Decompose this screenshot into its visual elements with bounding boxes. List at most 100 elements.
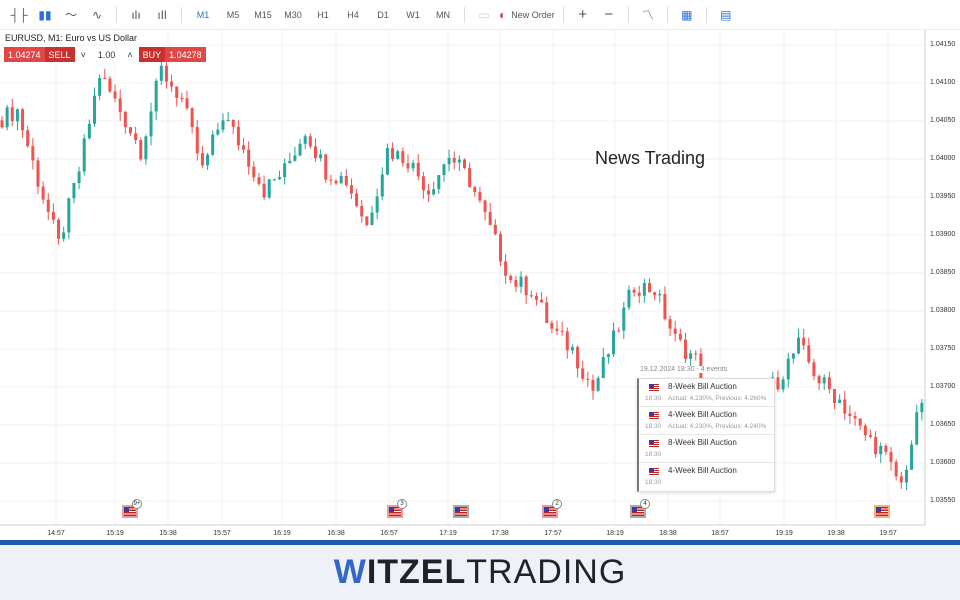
buy-button[interactable]: BUY <box>138 47 166 62</box>
candle-body <box>442 164 446 176</box>
price-tick-label: 1.03900 <box>930 231 956 238</box>
zoom-in-icon[interactable]: + <box>578 6 588 23</box>
candle-body <box>468 168 472 188</box>
candle-body <box>874 436 878 455</box>
event-marker[interactable]: 4 <box>630 499 650 518</box>
event-marker[interactable]: 3 <box>387 499 407 518</box>
screenshot-icon[interactable]: ▭ <box>478 7 490 22</box>
candle-body <box>391 148 395 159</box>
candle-body <box>560 330 564 332</box>
candle-body <box>540 299 544 303</box>
candle-body <box>678 333 682 340</box>
news-trading-annotation: News Trading <box>595 148 706 168</box>
bar-chart-icon[interactable]: ┤├ <box>10 7 28 22</box>
timeframe-m5[interactable]: M5 <box>226 9 240 20</box>
us-flag-icon <box>649 384 659 391</box>
timeframe-m1[interactable]: M1 <box>196 9 210 20</box>
timeframe-h4[interactable]: H4 <box>347 9 359 20</box>
timeframe-mn[interactable]: MN <box>436 9 450 20</box>
symbol-title: EURUSD, M1: Euro vs US Dollar <box>5 33 138 43</box>
candle-body <box>529 295 533 297</box>
ask-price[interactable]: 1.04278 <box>165 47 206 62</box>
candle-body <box>622 307 626 331</box>
price-tick-label: 1.03550 <box>930 497 956 504</box>
candle-body <box>627 289 631 308</box>
event-marker[interactable]: 9+ <box>122 499 142 518</box>
candle-body <box>447 157 451 165</box>
candle-body <box>586 378 590 380</box>
volume-value[interactable]: 1.00 <box>97 49 116 60</box>
timeframe-m30[interactable]: M30 <box>284 9 302 20</box>
bid-price[interactable]: 1.04274 <box>4 47 45 62</box>
time-tick-label: 19:19 <box>775 530 793 537</box>
candle-body <box>498 234 502 262</box>
candle-body <box>134 133 138 141</box>
time-tick-label: 14:57 <box>47 530 65 537</box>
candle-body <box>411 162 415 169</box>
toolbar: ┤├ ▮▮ 〜 ∿ ılı ıIl M1 M5 M15 M30 H1 H4 D1 W1 MN ▭… <box>0 0 960 30</box>
footer: W ITZEL TRADING <box>0 545 960 600</box>
candle-body <box>473 187 477 193</box>
event-count-badge: 9+ <box>132 499 142 509</box>
candle-body <box>637 292 641 296</box>
time-tick-label: 17:19 <box>439 530 457 537</box>
candle-body <box>283 163 287 178</box>
candle-body <box>868 435 872 437</box>
candle-body <box>791 353 795 359</box>
decrease-icon[interactable]: ˅ <box>80 49 86 60</box>
candle-body <box>365 216 369 225</box>
area-chart-icon[interactable]: ∿ <box>91 7 103 22</box>
candle-body <box>375 196 379 213</box>
candle-body <box>606 354 610 358</box>
new-order-button[interactable]: ◐ New Order <box>499 4 555 26</box>
zoom-out-icon[interactable]: − <box>604 6 614 23</box>
event-marker[interactable]: 2 <box>542 499 562 518</box>
event-count-badge: 2 <box>552 499 562 509</box>
candle-body <box>663 294 667 320</box>
event-item[interactable]: 8-Week Bill Auction 18:30 <box>639 435 774 463</box>
candle-body <box>118 98 122 112</box>
time-tick-label: 18:38 <box>659 530 677 537</box>
timeframe-m15[interactable]: M15 <box>254 9 272 20</box>
time-tick-label: 16:57 <box>380 530 398 537</box>
increase-icon[interactable]: ˄ <box>127 49 133 60</box>
divider <box>627 6 629 23</box>
candle-body <box>581 368 585 379</box>
candle-body <box>894 461 898 477</box>
candle-body <box>272 179 276 181</box>
candle-body <box>396 151 400 159</box>
news-icon[interactable]: ▤ <box>720 7 732 22</box>
event-marker[interactable] <box>453 505 469 518</box>
candle-body <box>601 357 605 379</box>
candle-body <box>642 283 646 296</box>
candle-body <box>817 376 821 384</box>
candle-body <box>308 136 312 147</box>
candle-body <box>915 412 919 445</box>
event-item[interactable]: 4-Week Bill Auction 18:30 <box>639 463 774 491</box>
calendar-icon[interactable]: ▦ <box>681 7 693 22</box>
candle-body <box>344 175 348 186</box>
event-item[interactable]: 8-Week Bill Auction 18:30 Actual: 4.230%, … <box>639 379 774 407</box>
indicator-icon[interactable]: ıIl <box>157 7 167 22</box>
sell-button[interactable]: SELL <box>44 47 75 62</box>
price-tick-label: 1.03600 <box>930 459 956 466</box>
price-chart[interactable] <box>0 30 960 540</box>
brand-bar <box>0 540 960 545</box>
candle-body <box>694 353 698 355</box>
timeframe-d1[interactable]: D1 <box>377 9 389 20</box>
line-chart-icon[interactable]: 〜 <box>64 8 77 22</box>
candle-body <box>313 146 317 159</box>
candle-body <box>221 120 225 130</box>
candle-body <box>149 111 153 137</box>
candle-body <box>303 136 307 144</box>
event-marker[interactable] <box>874 505 890 518</box>
candlestick-icon[interactable]: ▮▮ <box>38 7 52 22</box>
indicators-icon[interactable]: 〽 <box>641 8 654 22</box>
candle-body <box>565 331 569 351</box>
volume-stepper[interactable]: ˅ 1.00 ˄ <box>74 47 139 62</box>
timeframe-h1[interactable]: H1 <box>317 9 329 20</box>
timeframe-w1[interactable]: W1 <box>406 9 420 20</box>
volume-icon[interactable]: ılı <box>131 7 141 22</box>
event-item[interactable]: 4-Week Bill Auction 18:30 Actual: 4.230%, … <box>639 407 774 435</box>
candle-body <box>108 78 112 92</box>
